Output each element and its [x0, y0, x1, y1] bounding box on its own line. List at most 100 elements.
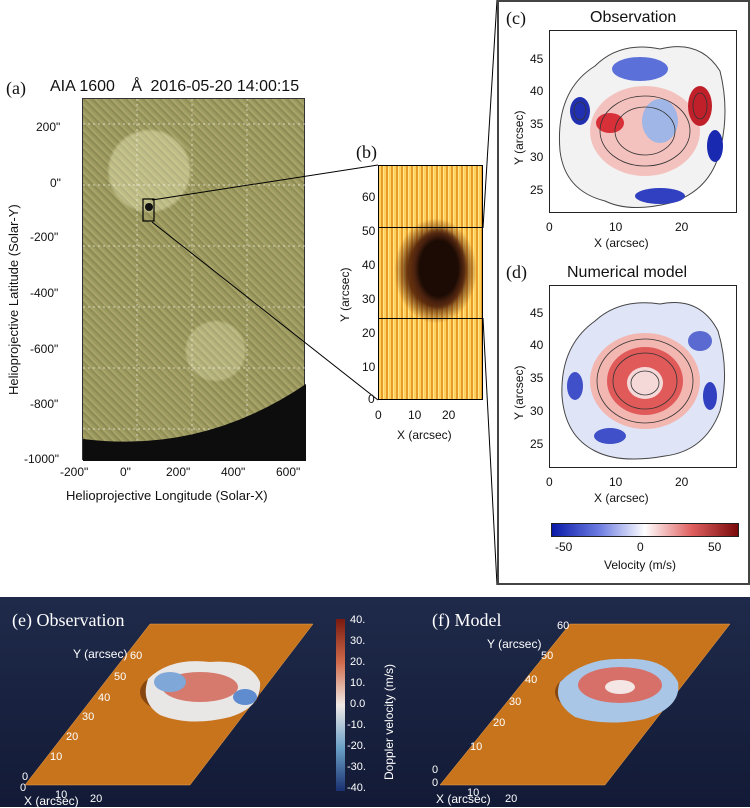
panel-d-title: Numerical model [567, 264, 688, 281]
panel-b-ytick: 60 [362, 190, 376, 204]
aia-overlay [83, 99, 306, 461]
panel-f-ytick: 20 [493, 717, 506, 729]
connector-line-b-c-bottom [482, 317, 498, 586]
panel-e-xtick: 0 [20, 782, 27, 794]
doppler-colorbar-tick: -20. [347, 740, 366, 752]
panel-b-ytick: 40 [362, 258, 376, 272]
panel-a-title: AIA 1600 Å 2016-05-20 14:00:15 [50, 78, 299, 96]
panel-b-xtick: 10 [408, 408, 422, 422]
model-center [627, 367, 663, 399]
panel-c-y-label: Y (arcsec) [512, 110, 526, 165]
panel-e-ytick: 20 [66, 731, 79, 743]
panel-c-ytick: 25 [530, 183, 544, 197]
obs-negative-core [642, 99, 678, 143]
panel-a-title-unit: Å [131, 78, 143, 95]
connector-line-a-b-top [151, 164, 379, 201]
sunspot-continuum-image [378, 165, 483, 400]
panel-a-title-instrument: AIA 1600 [50, 78, 115, 95]
model-blue-patch [594, 428, 626, 444]
panel-a-ytick: -400" [30, 286, 59, 300]
panel-e-blue-dip [154, 672, 186, 692]
panel-f-label: (f) Model [432, 610, 502, 630]
doppler-colorbar-tick: -10. [347, 719, 366, 731]
panel-a-xtick: 600" [276, 465, 301, 479]
panel-a-ytick: -1000" [24, 452, 59, 466]
panel-e-ytick: 0 [22, 771, 29, 783]
crop-line-top [379, 227, 482, 228]
panel-d-ytick: 45 [530, 306, 544, 320]
panel-e-ytick: 60 [130, 650, 143, 662]
doppler-colorbar-tick: 30. [350, 635, 366, 647]
panel-a-label: (a) [6, 78, 26, 98]
panel-f-3d-surface [439, 623, 731, 786]
panel-d-y-label: Y (arcsec) [512, 365, 526, 420]
solar-limb-space [83, 384, 306, 461]
panel-d-ytick: 30 [530, 404, 544, 418]
panel-a-ytick: 0" [50, 176, 61, 190]
panel-e-ytick: 40 [98, 692, 111, 704]
panel-e-ytick: 30 [82, 711, 95, 723]
panel-f-ytick: 50 [541, 650, 554, 662]
velocity-colorbar-tick: -50 [555, 540, 573, 554]
panel-a-xtick: 400" [221, 465, 246, 479]
panel-a-x-label: Helioprojective Longitude (Solar-X) [66, 488, 268, 503]
obs-blue-patch [707, 130, 723, 162]
panel-b-xtick: 0 [375, 408, 382, 422]
model-contours [596, 338, 694, 424]
doppler-colorbar-tick: 0.0 [350, 698, 366, 710]
panel-e-ytick: 50 [114, 671, 127, 683]
doppler-colorbar-tick: 20. [350, 656, 366, 668]
sunspot-dot [145, 203, 153, 211]
panel-d-ytick: 35 [530, 371, 544, 385]
crop-line-bottom [379, 318, 482, 319]
doppler-colorbar-tick: -40. [347, 782, 366, 794]
panel-f-y-label: Y (arcsec) [487, 637, 542, 651]
model-blue-patch [703, 382, 717, 410]
panel-c-ytick: 35 [530, 117, 544, 131]
panel-a-ytick: 200" [36, 120, 61, 134]
panel-d-xtick: 10 [609, 475, 623, 489]
panel-e-blue-dip [233, 689, 257, 705]
aia-1600-image [82, 98, 306, 461]
velocity-colorbar [551, 523, 739, 537]
panel-d-xtick: 20 [675, 475, 689, 489]
panel-d-xtick: 0 [546, 475, 553, 489]
panel-b-ytick: 20 [362, 326, 376, 340]
observation-velocity-plot [558, 46, 726, 209]
doppler-colorbar-tick: -30. [347, 761, 366, 773]
obs-blue-patch [570, 97, 590, 125]
panel-a-ytick: -800" [30, 397, 59, 411]
panel-b-ytick: 10 [362, 360, 376, 374]
panel-e-xtick: 20 [90, 793, 103, 805]
panel-b-x-label: X (arcsec) [397, 428, 452, 442]
model-blue-patch [688, 331, 712, 351]
panel-e-x-label: X (arcsec) [24, 794, 79, 808]
connector-line-a-b-bottom [151, 221, 379, 401]
obs-contours [573, 92, 708, 167]
sunspot-region-box [142, 198, 155, 222]
panel-d-ytick: 40 [530, 338, 544, 352]
doppler-colorbar [336, 619, 345, 791]
observation-velocity-map [549, 30, 737, 213]
velocity-colorbar-label: Velocity (m/s) [604, 558, 677, 572]
panel-a-xtick: -200" [60, 465, 89, 479]
panel-f-xtick: 10 [467, 787, 480, 799]
panel-f-ytick: 30 [509, 696, 522, 708]
panel-e-label: (e) Observation [12, 610, 125, 630]
panel-a-xtick: 200" [166, 465, 191, 479]
panel-c-ytick: 30 [530, 150, 544, 164]
panel-f-xtick: 20 [505, 793, 518, 805]
panel-f-ytick: 10 [470, 741, 483, 753]
panel-a-ytick: -600" [30, 342, 59, 356]
panel-e-3d-surface [24, 623, 314, 786]
panel-a-title-datetime: 2016-05-20 14:00:15 [150, 78, 300, 95]
panel-c-ytick: 40 [530, 84, 544, 98]
model-velocity-plot [561, 302, 725, 460]
panel-f-xtick: 0 [432, 777, 439, 789]
panel-f-center [605, 680, 635, 694]
obs-red-patch [688, 86, 712, 126]
obs-blue-patch [635, 188, 685, 204]
panel-c-xtick: 10 [609, 220, 623, 234]
panel-c-xtick: 0 [546, 220, 553, 234]
panel-f-ytick: 60 [557, 620, 570, 632]
